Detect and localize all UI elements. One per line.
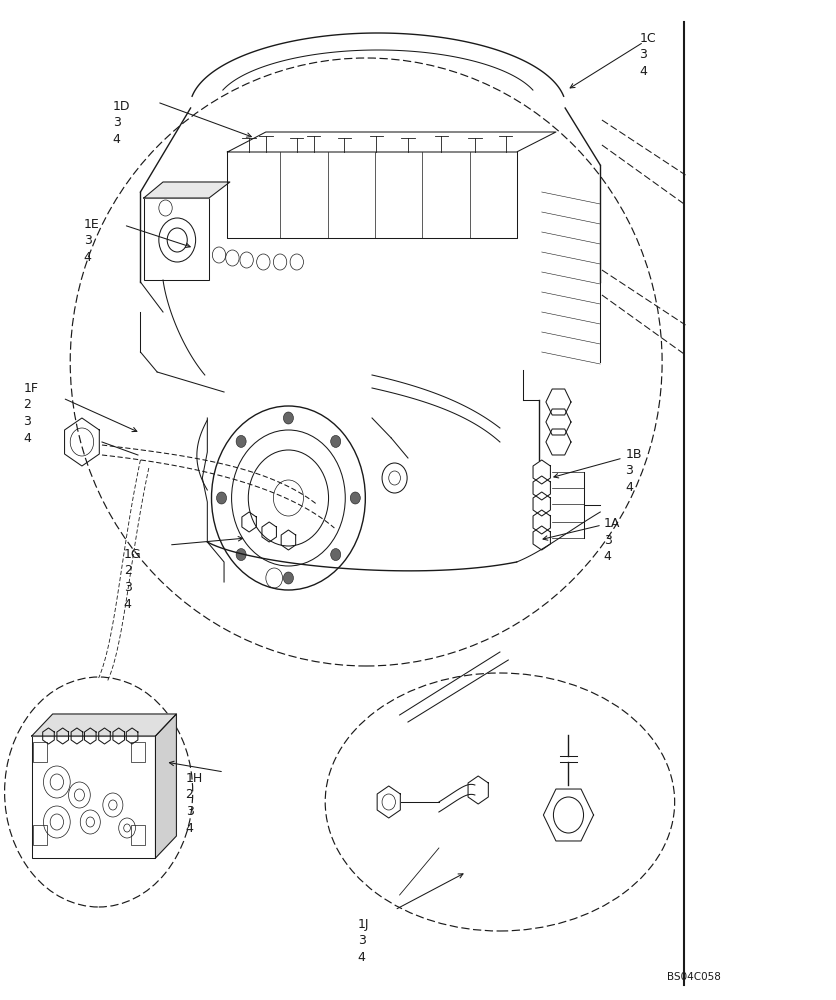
Bar [131, 742, 145, 762]
Circle shape [331, 549, 341, 561]
Text: 1C
3
4: 1C 3 4 [640, 32, 656, 78]
Text: 1D
3
4: 1D 3 4 [113, 100, 130, 146]
Polygon shape [155, 714, 176, 858]
Circle shape [217, 492, 227, 504]
Circle shape [236, 435, 246, 447]
Text: 1H
2
3
4: 1H 2 3 4 [186, 772, 203, 834]
Circle shape [331, 435, 341, 447]
Text: 1G
2
3
4: 1G 2 3 4 [124, 548, 141, 610]
Circle shape [236, 549, 246, 561]
Circle shape [283, 572, 293, 584]
Circle shape [350, 492, 360, 504]
Text: BS04C058: BS04C058 [667, 972, 721, 982]
Text: 1J
3
4: 1J 3 4 [358, 918, 370, 964]
Bar [33, 742, 47, 762]
Circle shape [283, 412, 293, 424]
Text: 1A
3
4: 1A 3 4 [604, 517, 620, 563]
Bar [33, 825, 47, 845]
Text: 1F
2
3
4: 1F 2 3 4 [23, 382, 38, 444]
Bar [131, 825, 145, 845]
Polygon shape [144, 182, 230, 198]
Polygon shape [32, 714, 176, 736]
Bar [144, 198, 209, 280]
Bar [32, 736, 155, 858]
Text: 1B
3
4: 1B 3 4 [625, 448, 642, 494]
Text: 1E
3
4: 1E 3 4 [84, 218, 99, 264]
